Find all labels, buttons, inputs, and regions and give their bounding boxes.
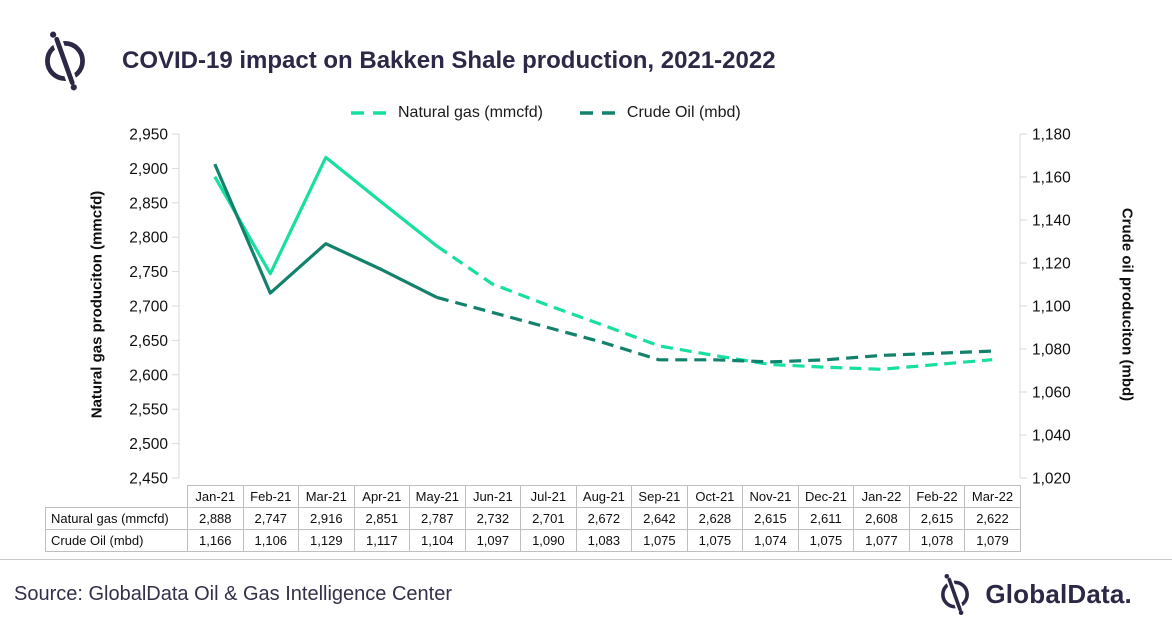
month-header: Feb-21 bbox=[242, 485, 300, 508]
month-header: Jun-21 bbox=[464, 485, 522, 508]
month-header: Jul-21 bbox=[520, 485, 577, 508]
value-cell: 1,074 bbox=[742, 529, 799, 552]
table-row: Natural gas (mmcfd) 2,888 2,747 2,916 2,851 2… bbox=[45, 507, 1021, 530]
value-cell: 1,078 bbox=[908, 529, 966, 552]
value-cell: 2,916 bbox=[298, 507, 355, 530]
value-cell: 1,077 bbox=[853, 529, 910, 552]
value-cell: 1,104 bbox=[409, 529, 466, 552]
value-cell: 2,622 bbox=[964, 507, 1021, 530]
value-cell: 1,117 bbox=[353, 529, 411, 552]
value-cell: 1,075 bbox=[686, 529, 744, 552]
page-title: COVID-19 impact on Bakken Shale producti… bbox=[122, 47, 776, 74]
value-cell: 2,888 bbox=[187, 507, 244, 530]
line-chart-plot: 2,950 2,900 2,850 2,800 2,750 2,700 2,650 2,600… bbox=[129, 127, 1071, 488]
left-axis-tick-label: 2,650 bbox=[129, 333, 168, 350]
table-row: Crude Oil (mbd) 1,166 1,106 1,129 1,117 1,104… bbox=[45, 529, 1021, 552]
left-axis-tick-label: 2,600 bbox=[129, 367, 168, 384]
value-cell: 1,075 bbox=[797, 529, 855, 552]
value-cell: 2,615 bbox=[908, 507, 966, 530]
footer: Source: GlobalData Oil & Gas Intelligenc… bbox=[0, 560, 1172, 628]
value-cell: 2,615 bbox=[742, 507, 799, 530]
table-corner-cell bbox=[46, 486, 188, 508]
source-text: Source: GlobalData Oil & Gas Intelligenc… bbox=[14, 582, 452, 605]
globaldata-logo-icon bbox=[941, 573, 970, 615]
left-axis-tick-label: 2,750 bbox=[129, 264, 168, 281]
series-line-solid bbox=[213, 155, 438, 276]
footer-brand: GlobalData. bbox=[935, 573, 1132, 616]
left-axis-tick-label: 2,850 bbox=[129, 195, 168, 212]
left-axis-tick-label: 2,800 bbox=[129, 230, 168, 247]
brand-wordmark: GlobalData. bbox=[985, 578, 1132, 609]
right-axis-tick-label: 1,160 bbox=[1032, 170, 1071, 187]
value-cell: 1,166 bbox=[187, 529, 244, 552]
right-axis-tick-label: 1,140 bbox=[1032, 213, 1071, 230]
month-header: Mar-21 bbox=[298, 485, 355, 508]
month-header: Sep-21 bbox=[631, 485, 688, 508]
value-cell: 1,097 bbox=[464, 529, 522, 552]
value-cell: 2,672 bbox=[575, 507, 633, 530]
legend-label: Crude Oil (mbd) bbox=[626, 104, 741, 121]
data-table: Jan-21 Feb-21 Mar-21 Apr-21 May-21 Jun-21 Jul-… bbox=[45, 485, 1021, 552]
left-axis-tick-label: 2,550 bbox=[129, 402, 168, 419]
value-cell: 2,747 bbox=[242, 507, 300, 530]
legend-item: Crude Oil (mbd) bbox=[579, 104, 741, 122]
left-axis-tick-label: 2,950 bbox=[129, 127, 168, 144]
chart-legend: Natural gas (mmcfd) Crude Oil (mbd) bbox=[350, 104, 741, 122]
header: COVID-19 impact on Bakken Shale producti… bbox=[36, 30, 776, 92]
series-line-dashed bbox=[436, 295, 993, 364]
value-cell: 1,129 bbox=[298, 529, 355, 552]
value-cell: 2,608 bbox=[853, 507, 910, 530]
month-header: Apr-21 bbox=[353, 485, 411, 508]
right-axis-tick-label: 1,100 bbox=[1032, 299, 1071, 316]
globaldata-logo-icon bbox=[45, 31, 85, 91]
right-axis-tick-label: 1,060 bbox=[1032, 385, 1071, 402]
left-axis-tick-label: 2,450 bbox=[129, 471, 168, 488]
right-axis-tick-label: 1,040 bbox=[1032, 428, 1071, 445]
value-cell: 2,642 bbox=[631, 507, 688, 530]
row-label: Natural gas (mmcfd) bbox=[45, 507, 188, 530]
left-axis-tick-label: 2,700 bbox=[129, 299, 168, 316]
left-axis-tick-label: 2,500 bbox=[129, 436, 168, 453]
right-axis-tick-label: 1,080 bbox=[1032, 342, 1071, 359]
right-axis-tick-label: 1,180 bbox=[1032, 127, 1071, 144]
month-header: May-21 bbox=[409, 485, 466, 508]
value-cell: 2,851 bbox=[353, 507, 411, 530]
value-cell: 1,090 bbox=[520, 529, 577, 552]
legend-marker bbox=[579, 111, 616, 115]
value-cell: 2,701 bbox=[520, 507, 577, 530]
month-header: Jan-21 bbox=[187, 485, 244, 508]
footer-divider bbox=[0, 559, 1172, 560]
month-header: Mar-22 bbox=[964, 485, 1021, 508]
value-cell: 1,075 bbox=[631, 529, 688, 552]
legend-label: Natural gas (mmcfd) bbox=[398, 104, 543, 121]
value-cell: 2,732 bbox=[464, 507, 522, 530]
month-header: Dec-21 bbox=[797, 485, 855, 508]
series-line-dashed bbox=[435, 244, 993, 371]
value-cell: 1,106 bbox=[242, 529, 300, 552]
month-header: Aug-21 bbox=[575, 485, 633, 508]
value-cell: 1,079 bbox=[964, 529, 1021, 552]
legend-marker bbox=[351, 111, 387, 115]
legend-item: Natural gas (mmcfd) bbox=[350, 104, 543, 122]
right-axis-tick-label: 1,020 bbox=[1032, 471, 1071, 488]
left-axis-tick-label: 2,900 bbox=[129, 161, 168, 178]
value-cell: 2,787 bbox=[409, 507, 466, 530]
value-cell: 2,628 bbox=[686, 507, 744, 530]
month-header: Jan-22 bbox=[853, 485, 910, 508]
series-line-solid bbox=[213, 163, 438, 299]
value-cell: 2,611 bbox=[797, 507, 855, 530]
month-header: Oct-21 bbox=[686, 485, 744, 508]
row-label: Crude Oil (mbd) bbox=[45, 529, 188, 552]
month-header: Nov-21 bbox=[742, 485, 799, 508]
month-header: Feb-22 bbox=[908, 485, 966, 508]
value-cell: 1,083 bbox=[575, 529, 633, 552]
right-axis-tick-label: 1,120 bbox=[1032, 256, 1071, 273]
